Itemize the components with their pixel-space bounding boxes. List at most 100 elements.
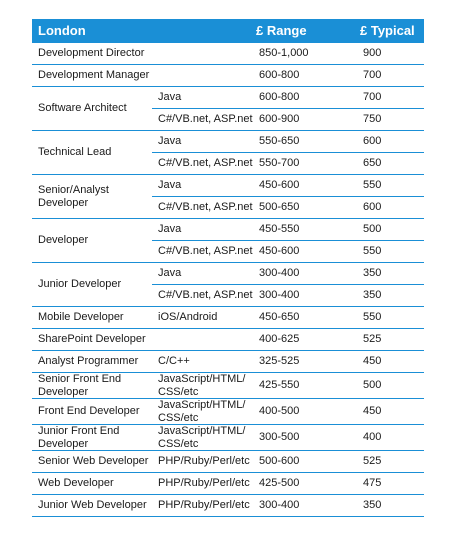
range-cell: 450-600: [259, 245, 300, 257]
table-row: Junior Developer Java 300-400 350 C#/VB.net,…: [32, 263, 424, 307]
tech-cell: C#/VB.net, ASP.net: [158, 289, 253, 301]
range-cell: 450-650: [259, 311, 300, 323]
typical-cell: 650: [363, 157, 382, 169]
tech-cell: C#/VB.net, ASP.net: [158, 157, 253, 169]
role-cell: Web Developer: [38, 477, 114, 489]
typical-cell: 600: [363, 135, 382, 147]
table-row: Web Developer PHP/Ruby/Perl/etc 425-500 475: [32, 473, 424, 495]
table-row: Software Architect Java 600-800 700 C#/VB.ne…: [32, 87, 424, 131]
sub-row: Java 550-650 600: [152, 131, 424, 153]
sub-row: Java 450-550 500: [152, 219, 424, 241]
sub-row: Java 450-600 550: [152, 175, 424, 197]
typical-cell: 350: [363, 289, 382, 301]
role-cell: Junior Front End Developer: [38, 425, 120, 450]
role-cell: Senior/Analyst Developer: [38, 184, 109, 209]
typical-cell: 550: [363, 179, 382, 191]
sub-row: JavaScript/HTML/ CSS/etc 400-500 450: [152, 399, 424, 424]
sub-row: Java 300-400 350: [152, 263, 424, 285]
range-cell: 300-400: [259, 267, 300, 279]
sub-row: PHP/Ruby/Perl/etc 500-600 525: [152, 451, 424, 472]
role-cell: Mobile Developer: [38, 311, 124, 323]
tech-cell: JavaScript/HTML/ CSS/etc: [158, 399, 246, 424]
tech-cell: PHP/Ruby/Perl/etc: [158, 499, 250, 511]
role-cell: Development Director: [38, 47, 145, 59]
role-cell: Analyst Programmer: [38, 355, 139, 367]
typical-cell: 700: [363, 91, 382, 103]
range-cell: 400-500: [259, 405, 300, 417]
role-cell: Junior Web Developer: [38, 499, 147, 511]
range-cell: 450-600: [259, 179, 300, 191]
tech-cell: C#/VB.net, ASP.net: [158, 201, 253, 213]
typical-cell: 350: [363, 499, 382, 511]
tech-cell: Java: [158, 91, 182, 103]
typical-cell: 350: [363, 267, 382, 279]
table-row: Technical Lead Java 550-650 600 C#/VB.net, A…: [32, 131, 424, 175]
range-cell: 425-500: [259, 477, 300, 489]
typical-cell: 450: [363, 355, 382, 367]
range-cell: 425-550: [259, 379, 300, 391]
role-cell: Front End Developer: [38, 405, 140, 417]
range-cell: 300-500: [259, 431, 300, 443]
table-row: Front End Developer JavaScript/HTML/ CSS/…: [32, 399, 424, 425]
typical-cell: 500: [363, 223, 382, 235]
table-row: Junior Web Developer PHP/Ruby/Perl/etc 300…: [32, 495, 424, 517]
role-cell: SharePoint Developer: [38, 333, 146, 345]
tech-cell: JavaScript/HTML/ CSS/etc: [158, 425, 246, 450]
table-row: Developer Java 450-550 500 C#/VB.net, ASP.ne…: [32, 219, 424, 263]
tech-cell: PHP/Ruby/Perl/etc: [158, 477, 250, 489]
role-cell: Development Manager: [38, 69, 150, 81]
sub-row: JavaScript/HTML/ CSS/etc 425-550 500: [152, 373, 424, 398]
typical-cell: 475: [363, 477, 382, 489]
sub-row: 850-1,000 900: [152, 43, 424, 64]
range-cell: 850-1,000: [259, 47, 309, 59]
table-header: London £ Range £ Typical: [32, 19, 424, 43]
range-cell: 550-650: [259, 135, 300, 147]
typical-cell: 600: [363, 201, 382, 213]
table-row: SharePoint Developer 400-625 525: [32, 329, 424, 351]
header-range: £ Range: [256, 23, 307, 38]
table-row: Mobile Developer iOS/Android 450-650 550: [32, 307, 424, 329]
tech-cell: C#/VB.net, ASP.net: [158, 245, 253, 257]
tech-cell: Java: [158, 135, 182, 147]
table-row: Development Manager 600-800 700: [32, 65, 424, 87]
range-cell: 600-900: [259, 113, 300, 125]
header-typical: £ Typical: [360, 23, 415, 38]
range-cell: 600-800: [259, 91, 300, 103]
role-cell: Junior Developer: [38, 278, 122, 290]
sub-row: C#/VB.net, ASP.net 300-400 350: [152, 285, 424, 306]
sub-row: 600-800 700: [152, 65, 424, 86]
typical-cell: 450: [363, 405, 382, 417]
sub-row: iOS/Android 450-650 550: [152, 307, 424, 328]
tech-cell: Java: [158, 267, 182, 279]
typical-cell: 550: [363, 245, 382, 257]
tech-cell: JavaScript/HTML/ CSS/etc: [158, 373, 246, 398]
range-cell: 550-700: [259, 157, 300, 169]
role-cell: Developer: [38, 234, 89, 246]
sub-row: C#/VB.net, ASP.net 450-600 550: [152, 241, 424, 262]
table-row: Senior Web Developer PHP/Ruby/Perl/etc 500…: [32, 451, 424, 473]
tech-cell: Java: [158, 223, 182, 235]
role-cell: Technical Lead: [38, 146, 112, 158]
range-cell: 300-400: [259, 499, 300, 511]
sub-row: PHP/Ruby/Perl/etc 425-500 475: [152, 473, 424, 494]
tech-cell: iOS/Android: [158, 311, 218, 323]
sub-row: C#/VB.net, ASP.net 550-700 650: [152, 153, 424, 174]
table-row: Junior Front End Developer JavaScript/HTM…: [32, 425, 424, 451]
typical-cell: 500: [363, 379, 382, 391]
tech-cell: C/C++: [158, 355, 190, 367]
sub-row: C/C++ 325-525 450: [152, 351, 424, 372]
role-cell: Senior Web Developer: [38, 455, 149, 467]
tech-cell: Java: [158, 179, 182, 191]
role-cell: Senior Front End Developer: [38, 373, 122, 398]
typical-cell: 525: [363, 333, 382, 345]
table-row: Senior Front End Developer JavaScript/HTM…: [32, 373, 424, 399]
sub-row: Java 600-800 700: [152, 87, 424, 109]
table-row: Senior/Analyst Developer Java 450-600 550 C#…: [32, 175, 424, 219]
typical-cell: 525: [363, 455, 382, 467]
header-location: London: [38, 23, 86, 38]
range-cell: 300-400: [259, 289, 300, 301]
range-cell: 450-550: [259, 223, 300, 235]
sub-row: JavaScript/HTML/ CSS/etc 300-500 400: [152, 425, 424, 450]
range-cell: 600-800: [259, 69, 300, 81]
range-cell: 325-525: [259, 355, 300, 367]
